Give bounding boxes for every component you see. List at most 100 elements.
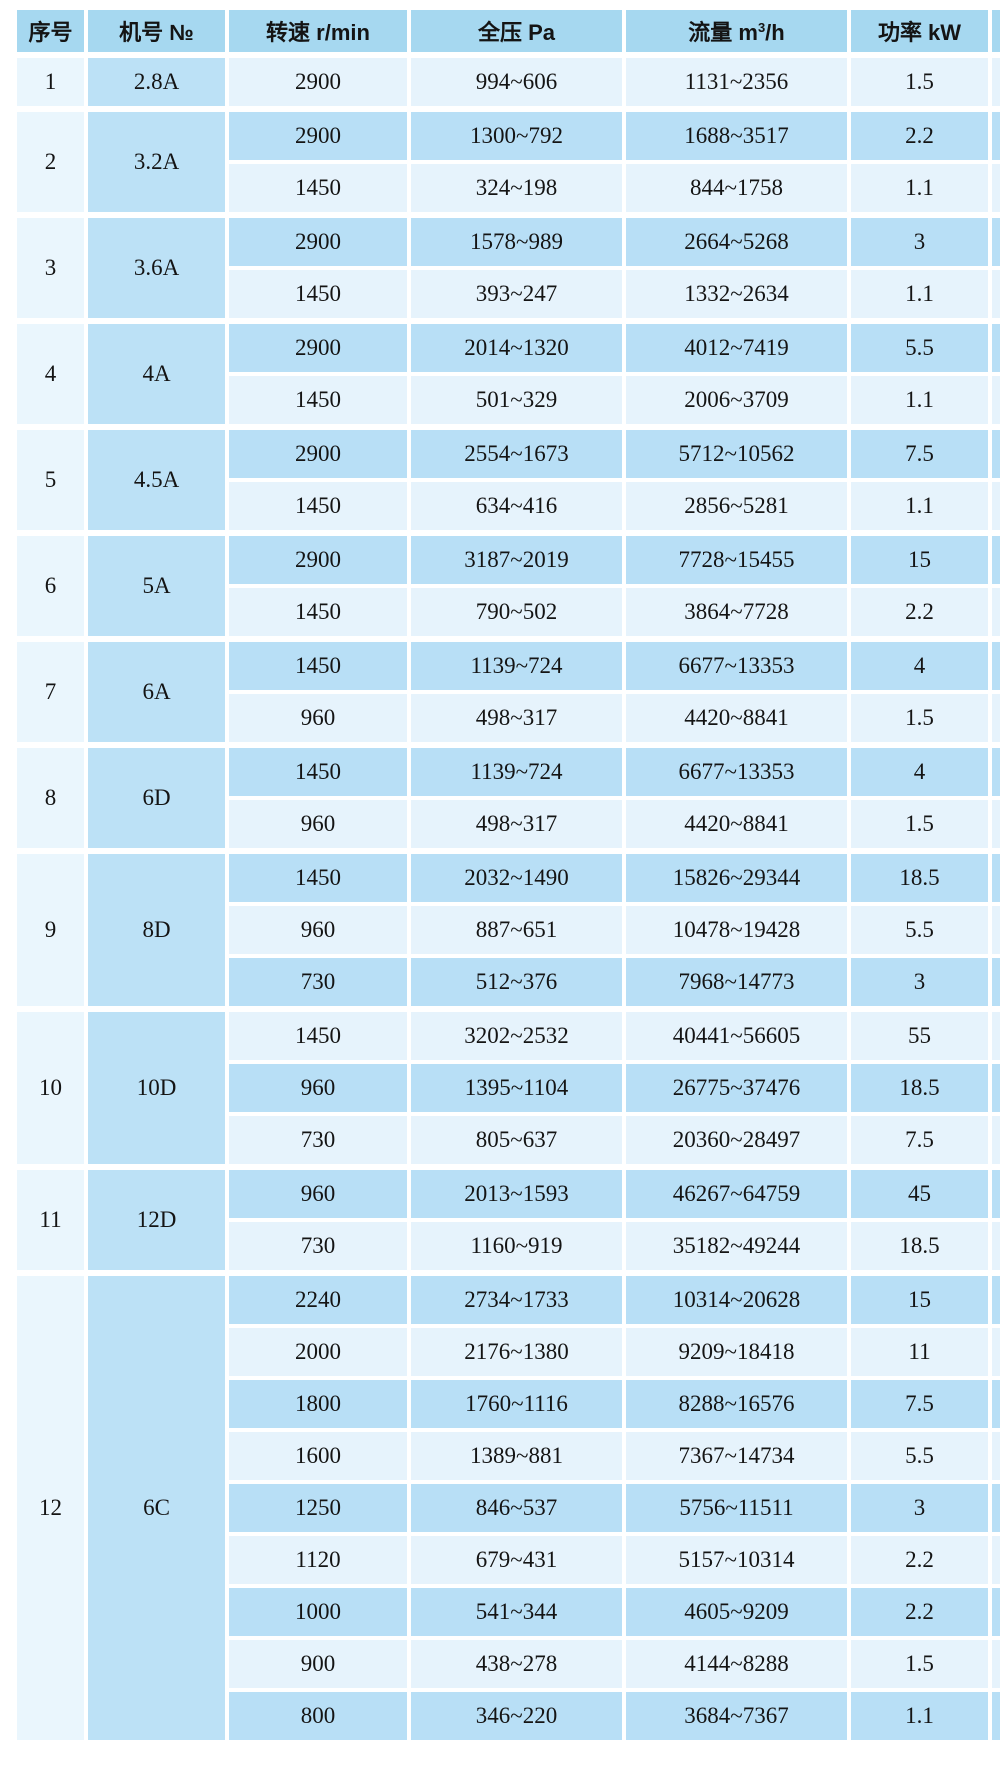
flow-cell: 5756~11511 — [622, 1480, 851, 1536]
model-cell: 6D — [84, 742, 229, 853]
table-header: 序号 机号 № 转速 r/min 全压 Pa 流量 m3/h 功率 kW — [13, 6, 1000, 57]
speed-cell: 1120 — [225, 1532, 411, 1588]
pressure-cell: 2734~1733 — [407, 1270, 626, 1328]
column-header-pressure: 全压 Pa — [407, 6, 626, 57]
flow-header-superscript: 3 — [757, 20, 766, 35]
pressure-cell: 346~220 — [407, 1688, 626, 1744]
model-cell: 6C — [84, 1270, 229, 1744]
flow-header-suffix: /h — [765, 20, 785, 45]
pressure-cell: 498~317 — [407, 796, 626, 853]
power-cell: 5.5 — [847, 902, 992, 958]
power-cell: 1.1 — [847, 372, 992, 429]
row-sliver — [988, 106, 1000, 164]
power-cell: 1.5 — [847, 796, 992, 853]
power-cell: 1.1 — [847, 1688, 992, 1744]
pressure-cell: 1139~724 — [407, 742, 626, 800]
row-sliver — [988, 478, 1000, 535]
pressure-cell: 634~416 — [407, 478, 626, 535]
table-row: 1450 790~502 3864~7728 2.2 — [15, 584, 1000, 641]
seq-cell: 5 — [13, 424, 88, 535]
flow-cell: 10314~20628 — [622, 1270, 851, 1328]
pressure-cell: 2013~1593 — [407, 1164, 626, 1222]
seq-cell: 4 — [13, 318, 88, 429]
power-cell: 18.5 — [847, 1060, 992, 1116]
speed-cell: 2900 — [225, 52, 411, 111]
power-cell: 2.2 — [847, 1532, 992, 1588]
table-row: 730 512~376 7968~14773 3 — [15, 954, 1000, 1011]
flow-cell: 9209~18418 — [622, 1324, 851, 1380]
table-row: 8 6D 1450 1139~724 6677~13353 4 — [13, 742, 1000, 853]
pressure-cell: 790~502 — [407, 584, 626, 641]
pressure-cell: 501~329 — [407, 372, 626, 429]
pressure-cell: 541~344 — [407, 1584, 626, 1640]
speed-cell: 1450 — [225, 742, 411, 800]
row-sliver — [988, 212, 1000, 270]
speed-cell: 2900 — [225, 106, 411, 164]
speed-cell: 2900 — [225, 318, 411, 376]
power-cell: 5.5 — [847, 1428, 992, 1484]
flow-cell: 4605~9209 — [622, 1584, 851, 1640]
row-sliver — [988, 796, 1000, 853]
pressure-cell: 3202~2532 — [407, 1006, 626, 1064]
row-sliver — [988, 1428, 1000, 1484]
speed-cell: 800 — [225, 1688, 411, 1744]
table-row: 9 8D 1450 2032~1490 15826~29344 18.5 — [13, 848, 1000, 1011]
power-cell: 1.5 — [847, 1636, 992, 1692]
pressure-cell: 1578~989 — [407, 212, 626, 270]
flow-cell: 2856~5281 — [622, 478, 851, 535]
power-cell: 18.5 — [847, 848, 992, 906]
speed-cell: 1450 — [225, 848, 411, 906]
table-row: 10 10D 1450 3202~2532 40441~56605 55 — [13, 1006, 1000, 1169]
model-cell: 6A — [84, 636, 229, 747]
row-sliver — [988, 1480, 1000, 1536]
speed-cell: 730 — [225, 1218, 411, 1275]
speed-cell: 2900 — [225, 212, 411, 270]
table-row: 11 12D 960 2013~1593 46267~64759 45 — [13, 1164, 1000, 1275]
seq-cell: 8 — [13, 742, 88, 853]
pressure-cell: 2032~1490 — [407, 848, 626, 906]
model-cell: 2.8A — [84, 52, 229, 111]
speed-cell: 2240 — [225, 1270, 411, 1328]
seq-cell: 10 — [13, 1006, 88, 1169]
table-row: 4 4A 2900 2014~1320 4012~7419 5.5 — [13, 318, 1000, 429]
pressure-cell: 994~606 — [407, 52, 626, 111]
pressure-cell: 887~651 — [407, 902, 626, 958]
pressure-cell: 1300~792 — [407, 106, 626, 164]
row-sliver — [988, 1376, 1000, 1432]
power-cell: 45 — [847, 1164, 992, 1222]
speed-cell: 960 — [225, 1164, 411, 1222]
flow-cell: 844~1758 — [622, 160, 851, 217]
speed-cell: 1000 — [225, 1584, 411, 1640]
flow-cell: 10478~19428 — [622, 902, 851, 958]
row-sliver — [988, 1006, 1000, 1064]
power-cell: 1.1 — [847, 160, 992, 217]
flow-cell: 7968~14773 — [622, 954, 851, 1011]
flow-cell: 26775~37476 — [622, 1060, 851, 1116]
flow-cell: 5712~10562 — [622, 424, 851, 482]
speed-cell: 1800 — [225, 1376, 411, 1432]
speed-cell: 1450 — [225, 266, 411, 323]
speed-cell: 1450 — [225, 372, 411, 429]
table-row: 730 1160~919 35182~49244 18.5 — [15, 1218, 1000, 1275]
table-row: 2 3.2A 2900 1300~792 1688~3517 2.2 — [13, 106, 1000, 217]
power-cell: 7.5 — [847, 424, 992, 482]
table-row: 730 805~637 20360~28497 7.5 — [15, 1112, 1000, 1169]
pressure-cell: 438~278 — [407, 1636, 626, 1692]
row-sliver — [988, 1688, 1000, 1744]
power-cell: 1.5 — [847, 690, 992, 747]
speed-cell: 960 — [225, 796, 411, 853]
row-sliver — [988, 954, 1000, 1011]
table-row: 960 1395~1104 26775~37476 18.5 — [15, 1060, 1000, 1116]
model-cell: 5A — [84, 530, 229, 641]
row-sliver — [988, 1112, 1000, 1169]
row-sliver — [988, 1060, 1000, 1116]
speed-cell: 730 — [225, 1112, 411, 1169]
model-cell: 4.5A — [84, 424, 229, 535]
flow-cell: 2006~3709 — [622, 372, 851, 429]
seq-cell: 1 — [13, 52, 88, 111]
power-cell: 1.1 — [847, 478, 992, 535]
row-sliver — [988, 1324, 1000, 1380]
table-row: 1120 679~431 5157~10314 2.2 — [15, 1532, 1000, 1588]
row-sliver — [988, 742, 1000, 800]
table-row: 1450 501~329 2006~3709 1.1 — [15, 372, 1000, 429]
